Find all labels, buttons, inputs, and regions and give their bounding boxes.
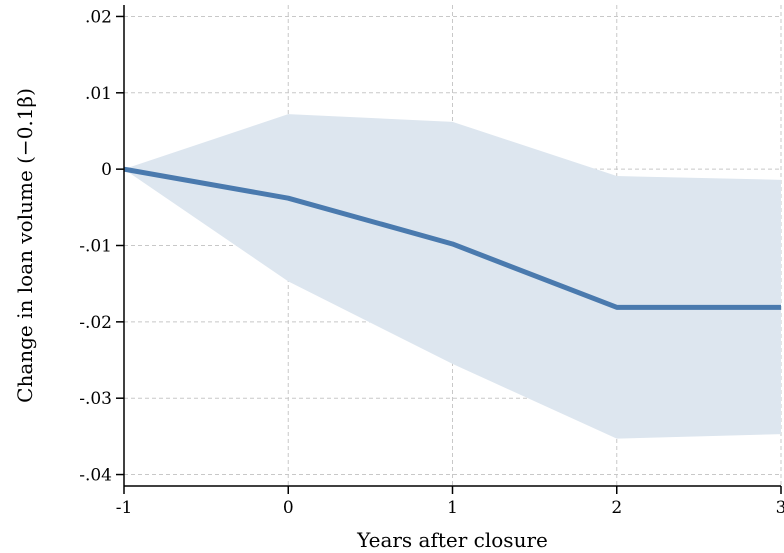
- x-tick-label: 0: [283, 498, 294, 518]
- x-axis-title: Years after closure: [356, 528, 548, 552]
- x-tick-label: 3: [776, 498, 784, 518]
- y-tick-label: 0: [101, 160, 112, 180]
- y-tick-label: -.04: [79, 466, 112, 486]
- x-tick-label: 1: [447, 498, 458, 518]
- tick-labels: .02 .01 0 -.01 -.02 -.03 -.04-1 0 1 2 3: [79, 7, 784, 518]
- y-tick-label: .02: [85, 7, 112, 27]
- y-tick-label: -.02: [79, 313, 112, 333]
- y-axis-title: Change in loan volume (−0.1β): [13, 88, 37, 403]
- x-tick-label: -1: [116, 498, 133, 518]
- series-line: [123, 166, 781, 310]
- confidence-band: [124, 114, 781, 439]
- x-tick-label: 2: [611, 498, 622, 518]
- y-tick-label: .01: [85, 84, 112, 104]
- y-tick-label: -.03: [79, 389, 112, 409]
- y-tick-label: -.01: [79, 237, 112, 257]
